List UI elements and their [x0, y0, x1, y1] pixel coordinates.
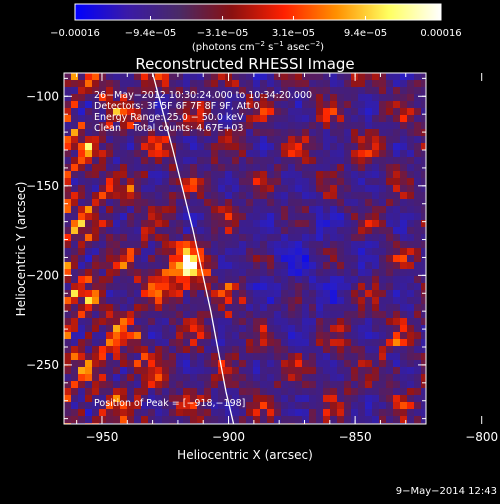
x-tick-label: −900: [212, 430, 245, 444]
colorbar-tick-label: −0.00016: [50, 28, 100, 39]
y-tick-label: −150: [26, 179, 59, 193]
colorbar-tick-label: 0.00016: [420, 28, 461, 39]
colorbar-ticks: −0.00016 −9.4e−05 −3.1e−05 3.1e−05 9.4e−05 0.…: [50, 16, 462, 39]
annotation-time: 26−May−2012 10:30:24.000 to 10:34:20.000: [94, 90, 312, 101]
x-axis-label: Heliocentric X (arcsec): [177, 448, 313, 462]
peak-position-label: Position of Peak = [−918,−198]: [94, 398, 245, 409]
annotation-energy: Energy Range: 25.0 − 50.0 keV: [94, 112, 244, 123]
colorbar-tick-label: 3.1e−05: [272, 28, 315, 39]
plot-frame: [63, 72, 427, 425]
y-axis-label: Heliocentric Y (arcsec): [14, 182, 28, 317]
y-tick-label: −200: [26, 268, 59, 282]
colorbar-tick-label: −3.1e−05: [197, 28, 249, 39]
solar-limb-curve: [151, 73, 235, 424]
colorbar-tick-label: −9.4e−05: [125, 28, 177, 39]
colorbar-tick-label: 9.4e−05: [344, 28, 387, 39]
y-tick-label: −100: [26, 89, 59, 103]
observation-annotations: 26−May−2012 10:30:24.000 to 10:34:20.000…: [94, 90, 312, 409]
chart-title: Reconstructed RHESSI Image: [135, 55, 354, 73]
annotation-counts: Clean Total counts: 4.67E+03: [94, 123, 243, 134]
y-axis: −100 −150 −200 −250: [26, 77, 426, 420]
colorbar: [74, 3, 442, 21]
x-tick-label: −800: [465, 430, 498, 444]
x-axis: −950 −900 −850 −800: [76, 73, 498, 444]
footer-date: 9−May−2014 12:43: [396, 486, 497, 497]
y-tick-label: −250: [26, 358, 59, 372]
annotation-detectors: Detectors: 3F 5F 6F 7F 8F 9F, Att 0: [94, 101, 260, 112]
x-tick-label: −850: [339, 430, 372, 444]
colorbar-label: (photons cm−2 s−1 asec−2): [192, 40, 324, 53]
x-tick-label: −950: [85, 430, 118, 444]
